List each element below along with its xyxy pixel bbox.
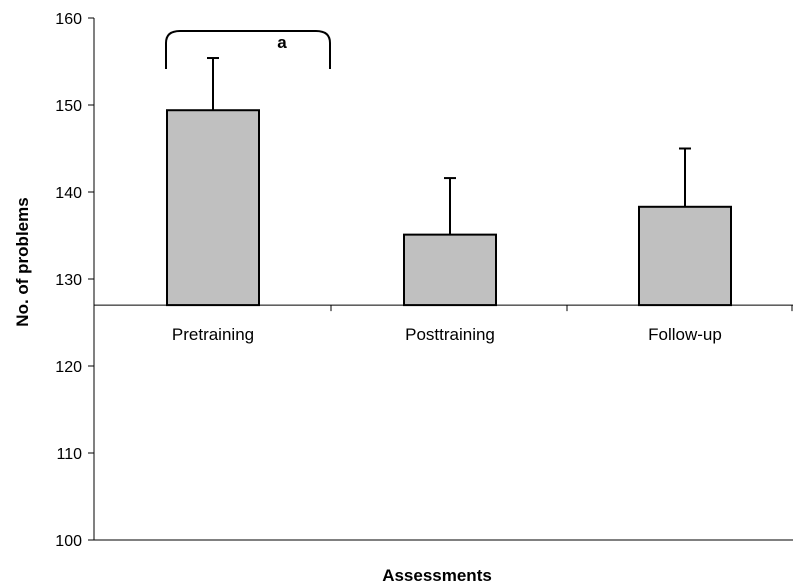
y-tick-label-110: 110: [56, 446, 82, 463]
category-label-follow-up: Follow-up: [648, 325, 722, 344]
y-tick-label-140: 140: [55, 185, 82, 202]
annotations: a: [165, 30, 331, 69]
y-tick-label-160: 160: [55, 11, 82, 28]
significance-label: a: [277, 33, 287, 52]
y-axis-title: No. of problems: [13, 197, 32, 326]
category-label-pretraining: Pretraining: [172, 325, 254, 344]
significance-bracket: [165, 30, 331, 69]
category-labels: Pretraining Posttraining Follow-up: [172, 325, 722, 344]
y-tick-label-100: 100: [55, 533, 82, 550]
y-tick-label-150: 150: [55, 98, 82, 115]
bar-pretraining: [166, 109, 260, 307]
bars: [166, 109, 732, 307]
x-axis-title: Assessments: [382, 566, 492, 585]
category-label-posttraining: Posttraining: [405, 325, 495, 344]
error-bars: [207, 57, 691, 235]
bar-follow-up: [638, 205, 732, 307]
y-axis-ticks: 100 110 120 130 140 150 160: [55, 11, 94, 550]
bar-posttraining: [403, 233, 497, 307]
y-tick-label-130: 130: [55, 272, 82, 289]
y-tick-label-120: 120: [55, 359, 82, 376]
